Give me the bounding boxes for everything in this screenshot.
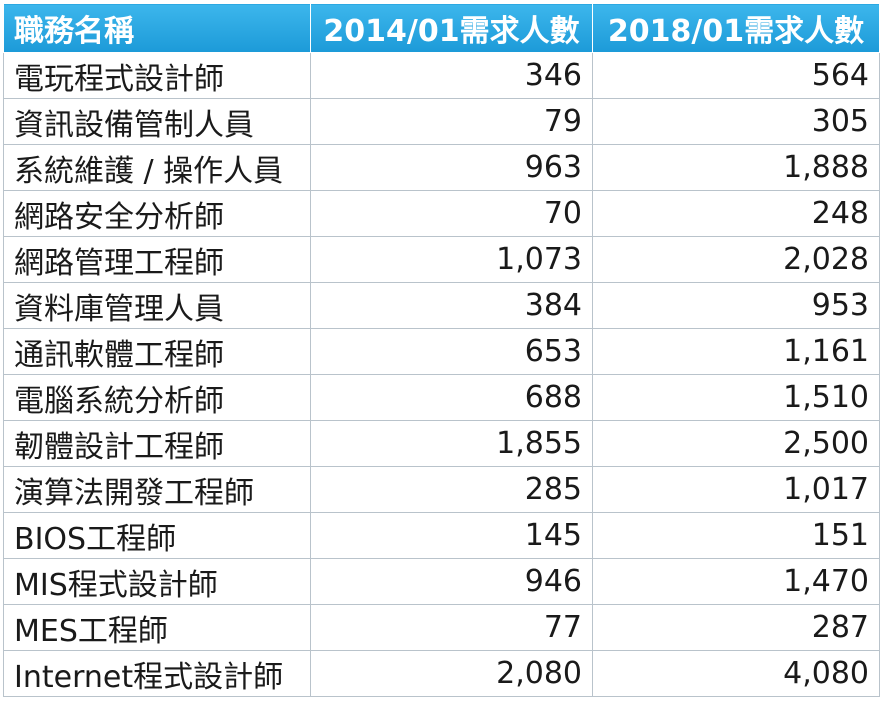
table-row: 演算法開發工程師 285 1,017 [3, 466, 880, 513]
table-row: 系統維護 / 操作人員 963 1,888 [3, 144, 880, 191]
job-title-cell: 資訊設備管制人員 [3, 98, 311, 145]
demand-2014-cell: 2,080 [310, 650, 593, 697]
table-row: BIOS工程師 145 151 [3, 512, 880, 559]
demand-2018-cell: 2,028 [592, 236, 880, 283]
table-row: 資訊設備管制人員 79 305 [3, 98, 880, 145]
demand-2014-cell: 145 [310, 512, 593, 559]
demand-2014-cell: 285 [310, 466, 593, 513]
job-title-cell: 網路管理工程師 [3, 236, 311, 283]
demand-2014-cell: 77 [310, 604, 593, 651]
demand-2014-cell: 384 [310, 282, 593, 329]
demand-2014-cell: 1,855 [310, 420, 593, 467]
demand-2014-cell: 70 [310, 190, 593, 237]
demand-2018-cell: 287 [592, 604, 880, 651]
demand-2014-cell: 1,073 [310, 236, 593, 283]
demand-2018-cell: 1,161 [592, 328, 880, 375]
table-row: Internet程式設計師 2,080 4,080 [3, 650, 880, 697]
job-title-cell: BIOS工程師 [3, 512, 311, 559]
table-row: 網路安全分析師 70 248 [3, 190, 880, 237]
demand-2018-cell: 1,017 [592, 466, 880, 513]
demand-2018-cell: 248 [592, 190, 880, 237]
demand-2018-cell: 1,510 [592, 374, 880, 421]
job-title-cell: 韌體設計工程師 [3, 420, 311, 467]
table-row: 電玩程式設計師 346 564 [3, 52, 880, 99]
job-title-cell: 系統維護 / 操作人員 [3, 144, 311, 191]
job-demand-table: 職務名稱 2014/01需求人數 2018/01需求人數 電玩程式設計師 346… [3, 3, 880, 697]
demand-2018-cell: 151 [592, 512, 880, 559]
table-row: MES工程師 77 287 [3, 604, 880, 651]
demand-2018-cell: 1,888 [592, 144, 880, 191]
table-row: 通訊軟體工程師 653 1,161 [3, 328, 880, 375]
demand-2018-cell: 564 [592, 52, 880, 99]
job-title-cell: 通訊軟體工程師 [3, 328, 311, 375]
job-title-cell: 演算法開發工程師 [3, 466, 311, 513]
demand-2018-cell: 4,080 [592, 650, 880, 697]
job-title-cell: Internet程式設計師 [3, 650, 311, 697]
demand-2018-cell: 1,470 [592, 558, 880, 605]
demand-2018-cell: 953 [592, 282, 880, 329]
table-row: 韌體設計工程師 1,855 2,500 [3, 420, 880, 467]
demand-2014-cell: 963 [310, 144, 593, 191]
demand-2014-cell: 688 [310, 374, 593, 421]
table-row: 網路管理工程師 1,073 2,028 [3, 236, 880, 283]
job-title-cell: 資料庫管理人員 [3, 282, 311, 329]
job-demand-table-container: 職務名稱 2014/01需求人數 2018/01需求人數 電玩程式設計師 346… [3, 3, 880, 703]
header-job-title: 職務名稱 [3, 3, 311, 53]
job-title-cell: 網路安全分析師 [3, 190, 311, 237]
table-body: 電玩程式設計師 346 564 資訊設備管制人員 79 305 系統維護 / 操… [3, 52, 880, 697]
demand-2014-cell: 79 [310, 98, 593, 145]
header-demand-2018: 2018/01需求人數 [592, 3, 880, 53]
job-title-cell: MES工程師 [3, 604, 311, 651]
table-row: 電腦系統分析師 688 1,510 [3, 374, 880, 421]
demand-2014-cell: 946 [310, 558, 593, 605]
header-row: 職務名稱 2014/01需求人數 2018/01需求人數 [3, 3, 880, 53]
demand-2014-cell: 346 [310, 52, 593, 99]
table-header: 職務名稱 2014/01需求人數 2018/01需求人數 [3, 3, 880, 53]
demand-2018-cell: 305 [592, 98, 880, 145]
job-title-cell: 電腦系統分析師 [3, 374, 311, 421]
header-demand-2014: 2014/01需求人數 [310, 3, 593, 53]
demand-2014-cell: 653 [310, 328, 593, 375]
table-row: MIS程式設計師 946 1,470 [3, 558, 880, 605]
job-title-cell: MIS程式設計師 [3, 558, 311, 605]
demand-2018-cell: 2,500 [592, 420, 880, 467]
job-title-cell: 電玩程式設計師 [3, 52, 311, 99]
table-row: 資料庫管理人員 384 953 [3, 282, 880, 329]
